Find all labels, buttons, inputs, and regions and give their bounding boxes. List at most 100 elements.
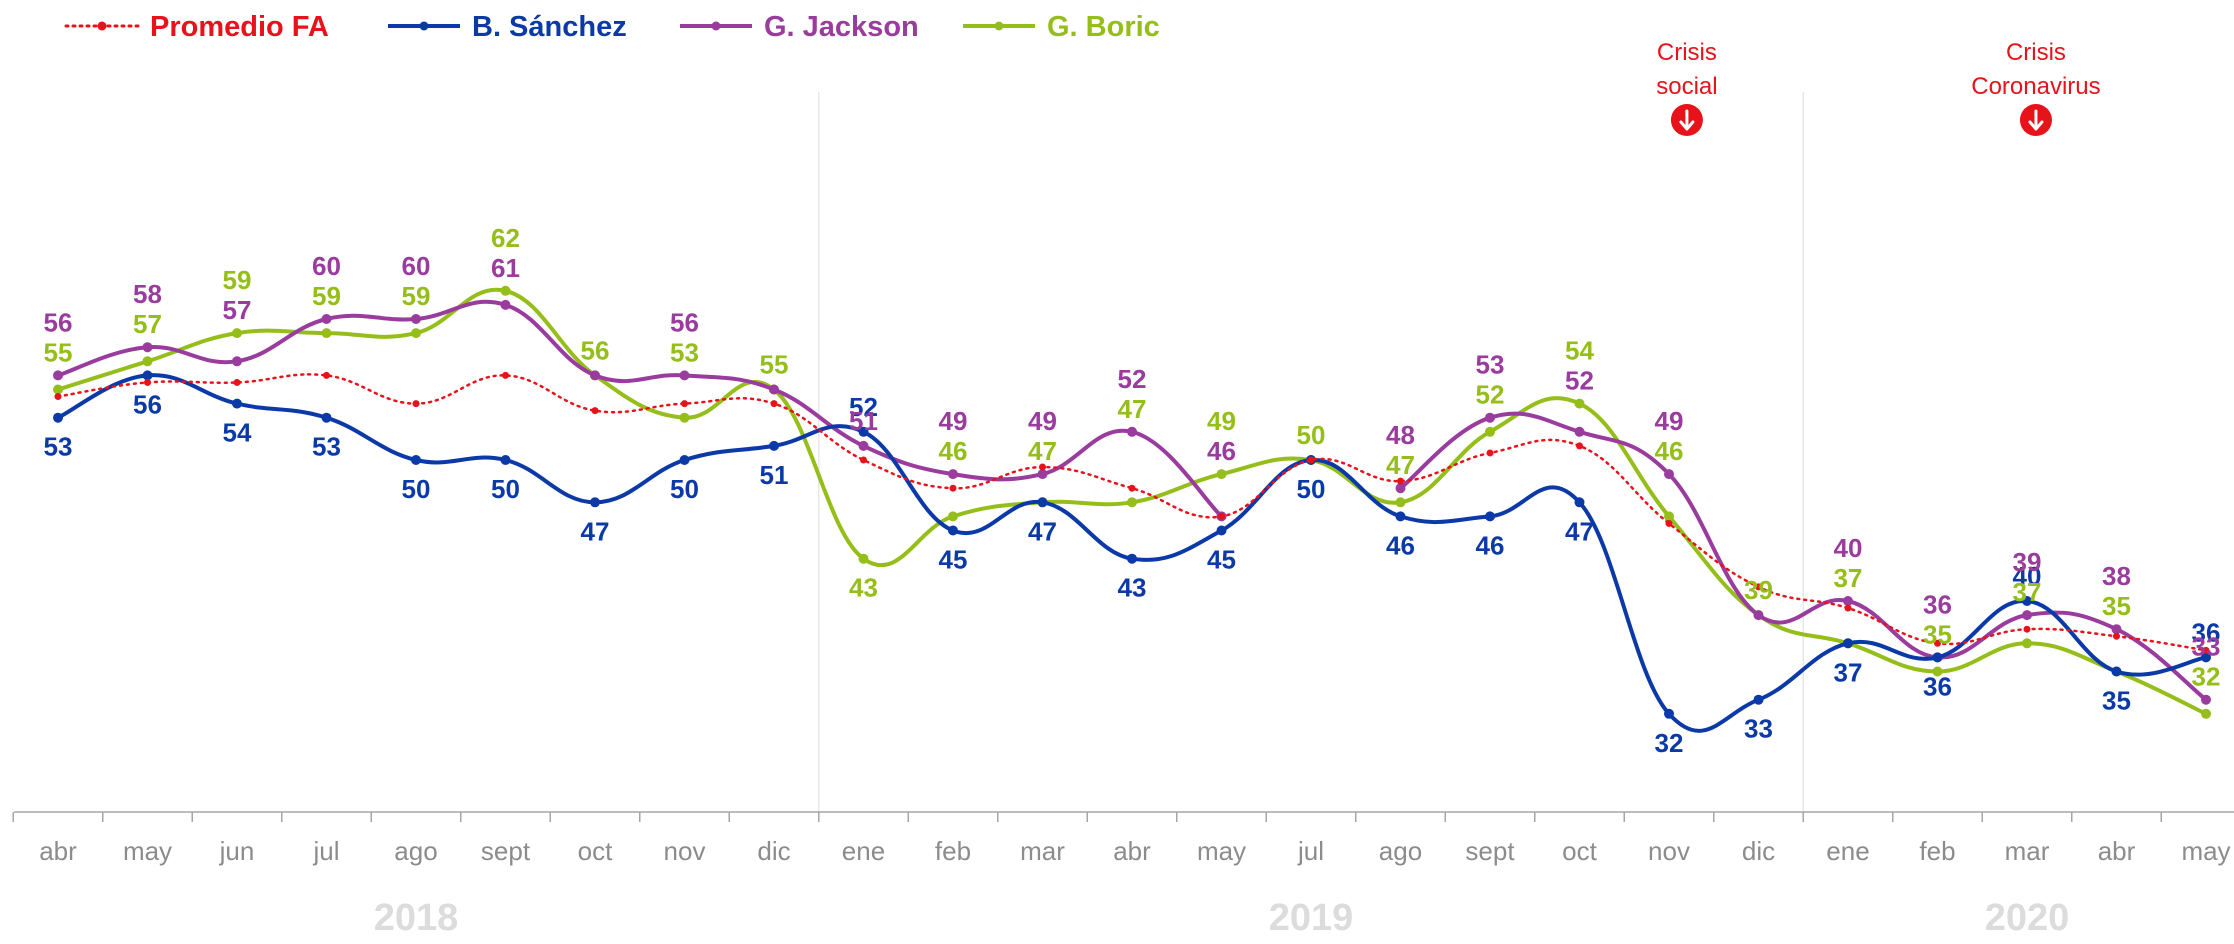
legend-item: G. Boric [963,11,1160,43]
month-label: ago [394,836,437,866]
jackson-label: 46 [1207,436,1236,466]
sanchez-label: 50 [402,474,431,504]
data-labels: 5356555658575457595360595060595061624756… [44,223,2221,758]
sanchez-label: 47 [1565,516,1594,546]
month-label: ene [842,836,885,866]
series-lines [53,285,2211,733]
series-b-s-nchez [53,370,2211,733]
data-point [858,553,869,564]
data-point [2022,596,2032,606]
data-point [1485,412,1495,423]
jackson-label: 61 [491,253,520,283]
month-label: oct [578,836,613,866]
data-point [948,469,958,480]
jackson-label: 56 [670,307,699,337]
down-arrow-glyph [2028,109,2044,131]
data-point [1395,511,1406,522]
data-point [858,440,869,451]
data-point [2201,652,2211,663]
data-point [53,412,63,423]
legend-marker [711,21,721,31]
boric-label: 39 [1744,575,1773,605]
jackson-label: 57 [223,295,252,325]
sanchez-label: 50 [491,474,520,504]
data-point [858,426,869,437]
jackson-label: 60 [312,251,341,281]
data-point [142,342,153,353]
data-point [321,328,332,339]
data-point [53,370,63,381]
data-point [769,384,779,395]
data-point [1934,639,1941,647]
jackson-label: 52 [1565,366,1594,396]
sanchez-label: 53 [44,432,73,462]
boric-label: 62 [491,223,520,253]
data-point [1127,497,1137,508]
data-point [142,370,153,381]
data-point [411,314,421,324]
boric-label: 52 [1476,380,1505,410]
sanchez-label: 36 [1923,671,1952,701]
month-label: may [1197,836,1246,866]
data-point [2201,694,2211,705]
sanchez-label: 52 [849,392,878,422]
sanchez-label: 45 [939,545,968,575]
jackson-label: 36 [1923,589,1952,619]
jackson-label: 38 [2102,561,2131,591]
boric-label: 59 [223,265,252,295]
data-point [1574,497,1585,508]
sanchez-label: 54 [223,418,252,448]
data-point [1397,477,1404,485]
data-point [1576,442,1583,450]
boric-label: 35 [1923,619,1952,649]
data-point [1037,497,1048,508]
event-label: Crisis [1657,39,1717,66]
data-point [590,497,600,508]
data-point [144,378,151,386]
data-point [679,370,690,381]
year-label: 2018 [374,897,459,939]
boric-label: 55 [760,350,789,380]
data-point [1753,694,1764,705]
series-line [1399,411,2208,702]
boric-label: 37 [2013,577,2042,607]
data-point [1574,426,1585,437]
data-point [502,371,509,379]
data-point [2023,625,2031,633]
data-point [1218,512,1225,520]
data-point [2111,666,2122,677]
event-label: social [1656,73,1717,100]
month-label: abr [1113,836,1151,866]
data-point [1037,469,1048,480]
month-label: abr [2098,836,2136,866]
data-point [1128,484,1136,492]
legend-item: G. Jackson [680,11,919,43]
jackson-label: 39 [2013,547,2042,577]
boric-label: 47 [1386,450,1415,480]
data-point [142,356,153,367]
data-point [1574,398,1585,409]
sanchez-label: 47 [1028,516,1057,546]
data-point [1039,463,1046,471]
month-label: sept [481,836,531,866]
data-point [679,455,690,465]
data-point [321,412,332,423]
data-point [2022,610,2032,621]
boric-label: 35 [2102,591,2131,621]
data-point [1932,666,1943,677]
data-point [860,456,867,464]
jackson-label: 53 [1476,350,1505,380]
sanchez-label: 33 [1744,714,1773,744]
month-label: abr [39,836,77,866]
sanchez-label: 40 [2013,561,2042,591]
data-point [1844,604,1852,612]
data-point [1843,638,1853,649]
event-label: Coronavirus [1971,73,2100,100]
data-point [232,398,242,409]
data-point [2202,646,2210,654]
x-axis: abr may jun jul ago sept oct nov dic ene feb mar abr… [12,811,2234,939]
sanchez-label: 56 [133,389,162,419]
sanchez-label: 53 [312,432,341,462]
data-point [679,412,690,423]
